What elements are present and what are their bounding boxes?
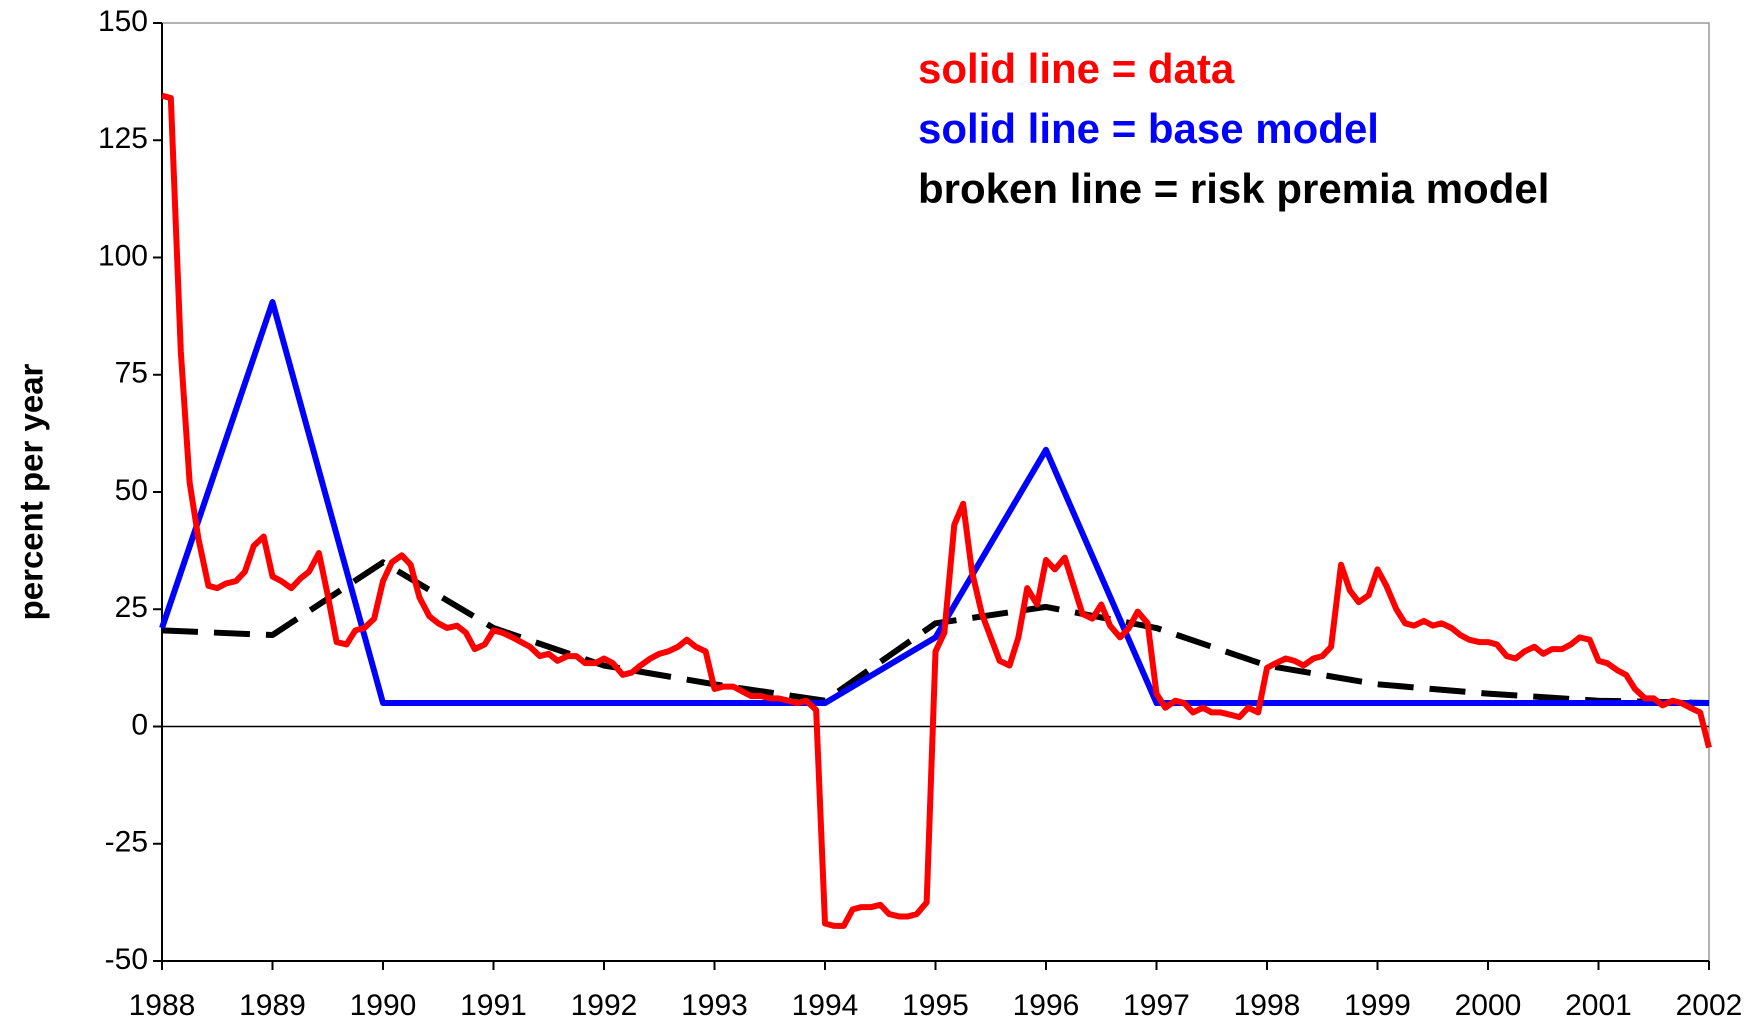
y-axis-label: percent per year — [13, 363, 50, 620]
x-tick-label: 1994 — [792, 989, 859, 1022]
data-line — [161, 559, 1710, 707]
y-tick-label: 50 — [115, 474, 148, 507]
x-tick-label: 1991 — [460, 989, 527, 1022]
y-tick-label: -25 — [105, 826, 148, 859]
x-tick-label: 2001 — [1565, 989, 1632, 1022]
x-tick-label: 1998 — [1234, 989, 1301, 1022]
annotation: solid line = base model — [918, 105, 1379, 152]
annotation: broken line = risk premia model — [918, 165, 1549, 212]
data-line — [161, 92, 1712, 929]
x-tick-label: 1990 — [350, 989, 417, 1022]
y-tick-label: 0 — [131, 708, 148, 741]
y-tick-label: 125 — [98, 122, 148, 155]
y-tick-label: 75 — [115, 357, 148, 390]
x-tick-label: 1999 — [1344, 989, 1411, 1022]
x-tick-label: 1988 — [129, 989, 196, 1022]
y-tick-label: -50 — [105, 943, 148, 976]
data-line — [159, 299, 1709, 707]
x-tick-label: 1993 — [681, 989, 748, 1022]
x-tick-label: 1996 — [1013, 989, 1080, 1022]
plot-border — [161, 22, 1710, 962]
y-tick-label: 150 — [98, 5, 148, 38]
y-tick-label: 25 — [115, 591, 148, 624]
x-tick-label: 1997 — [1123, 989, 1190, 1022]
annotation: solid line = data — [918, 45, 1235, 92]
x-tick-label: 2000 — [1455, 989, 1522, 1022]
x-tick-label: 1992 — [571, 989, 638, 1022]
y-tick-label: 100 — [98, 239, 148, 272]
x-tick-label: 1989 — [239, 989, 306, 1022]
x-tick-label: 2002 — [1676, 989, 1743, 1022]
x-tick-label: 1995 — [902, 989, 969, 1022]
